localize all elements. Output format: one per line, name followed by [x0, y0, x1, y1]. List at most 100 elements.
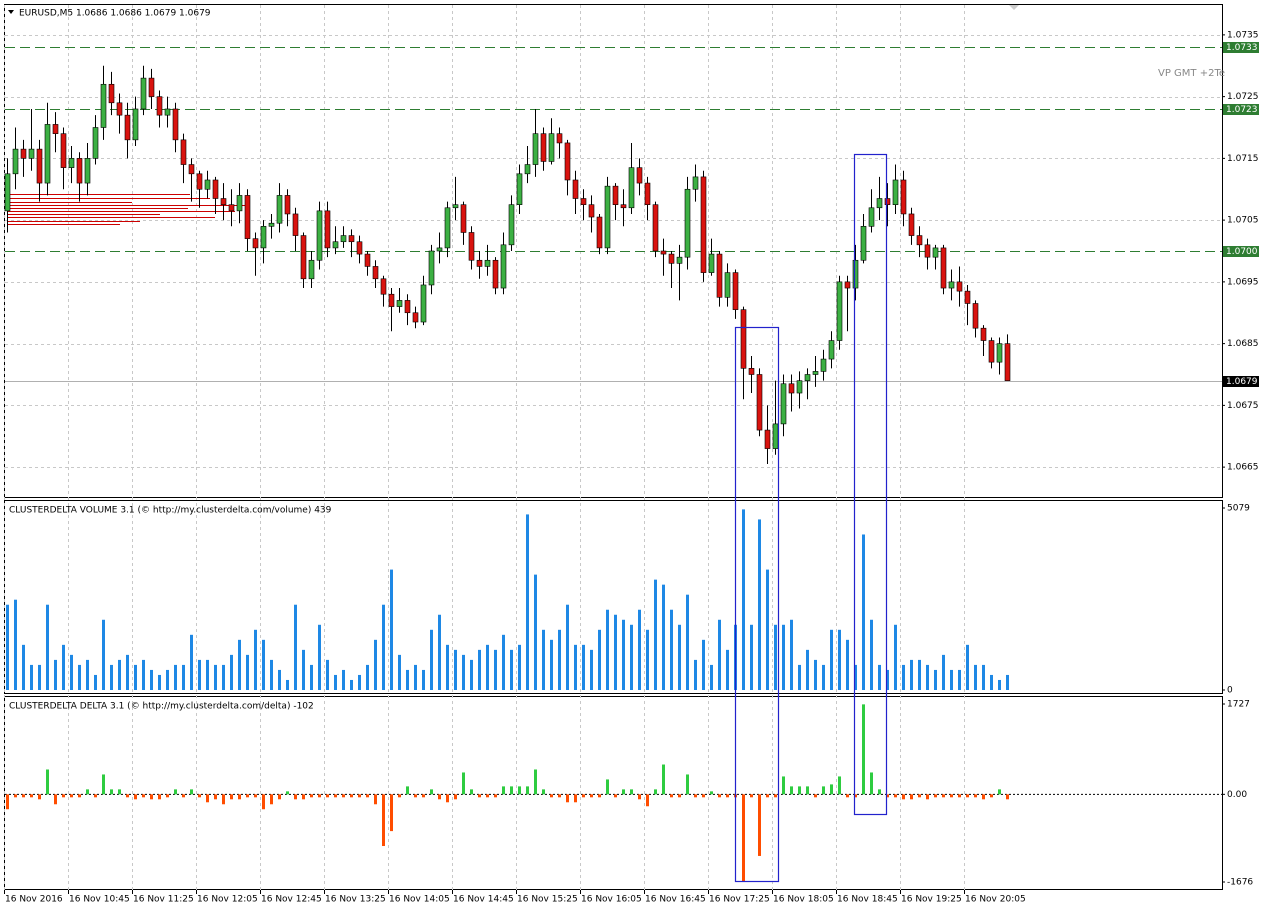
candle-body	[420, 284, 427, 323]
volume-bar	[878, 664, 881, 690]
delta-bar	[550, 794, 553, 798]
volume-bar	[998, 679, 1001, 690]
candle-body	[212, 179, 219, 199]
x-tick-label: 16 Nov 14:05	[389, 895, 450, 905]
candle-body	[804, 374, 811, 381]
candle-body	[108, 83, 115, 104]
volume-bar	[326, 659, 329, 690]
volume-bar	[886, 669, 889, 690]
delta-bar	[62, 794, 65, 798]
candle-body	[684, 188, 691, 258]
delta-bar	[742, 794, 745, 882]
candle-body	[780, 383, 787, 425]
candle-body	[540, 133, 547, 162]
delta-bar	[246, 794, 249, 798]
candle-body	[220, 198, 227, 205]
candle-body	[524, 164, 531, 175]
candle-body	[948, 281, 955, 289]
candle-body	[732, 272, 739, 310]
volume-bar	[222, 664, 225, 690]
delta-bar	[678, 794, 681, 798]
delta-bar	[830, 784, 833, 795]
delta-bar	[926, 794, 929, 800]
candle-body	[580, 198, 587, 205]
candle-body	[20, 148, 27, 159]
candle-body	[628, 167, 635, 209]
volume-bar	[390, 569, 393, 690]
volume-bar	[358, 674, 361, 690]
delta-bar	[86, 789, 89, 795]
volume-bar	[678, 624, 681, 690]
candle-body	[124, 114, 131, 141]
volume-bar	[598, 629, 601, 690]
delta-bar	[182, 794, 185, 798]
candle-body	[60, 133, 67, 168]
delta-bar	[686, 774, 689, 795]
volume-bar	[478, 649, 481, 690]
candle-body	[4, 173, 11, 212]
delta-bar	[46, 769, 49, 795]
delta-bar	[710, 791, 713, 795]
delta-bar	[886, 794, 889, 798]
delta-bar	[870, 772, 873, 795]
delta-bar	[38, 794, 41, 800]
volume-bar	[758, 519, 761, 690]
candle-body	[284, 195, 291, 215]
x-tick-label: 16 Nov 16:05	[581, 895, 642, 905]
delta-label: CLUSTERDELTA DELTA 3.1 (© http://my.clus…	[9, 702, 314, 712]
delta-bar	[502, 786, 505, 795]
delta-bar	[358, 794, 361, 798]
candle-body	[356, 241, 363, 255]
volume-bar	[14, 599, 17, 690]
delta-bar	[942, 794, 945, 798]
candle-body	[908, 213, 915, 236]
delta-bar	[598, 794, 601, 798]
volume-bar	[174, 664, 177, 690]
candle-body	[492, 259, 499, 289]
volume-bar	[958, 669, 961, 690]
volume-bar	[510, 649, 513, 690]
level-label: 1.0733	[1226, 43, 1258, 53]
volume-bar	[558, 629, 561, 690]
volume-bar	[870, 619, 873, 690]
delta-bar	[494, 794, 497, 798]
volume-bar	[366, 664, 369, 690]
menu-arrow[interactable]	[8, 10, 14, 14]
candle-body	[140, 77, 147, 110]
candle-body	[132, 108, 139, 141]
volume-bar	[382, 604, 385, 690]
volume-bar	[694, 659, 697, 690]
candle-body	[636, 167, 643, 184]
delta-bar	[662, 764, 665, 795]
volume-bar	[670, 609, 673, 690]
volume-bar	[94, 674, 97, 690]
candle-body	[388, 293, 395, 307]
level-label: 1.0723	[1226, 105, 1258, 115]
volume-bar	[806, 649, 809, 690]
candle-body	[788, 383, 795, 394]
candle-body	[764, 429, 771, 449]
y-tick-label: 1727	[1227, 700, 1250, 710]
candle-body	[868, 207, 875, 227]
delta-bar	[438, 794, 441, 800]
candle-body	[964, 290, 971, 304]
volume-bar	[686, 594, 689, 690]
candle-body	[612, 185, 619, 205]
volume-bar	[542, 629, 545, 690]
candle-body	[188, 164, 195, 175]
delta-bar	[726, 794, 729, 798]
delta-bar	[70, 794, 73, 798]
candle-body	[556, 133, 563, 144]
delta-bar	[6, 794, 9, 810]
delta-bar	[102, 774, 105, 795]
x-tick-label: 16 Nov 2016	[5, 895, 63, 905]
candle-body	[92, 127, 99, 159]
delta-bar	[822, 786, 825, 795]
volume-bar	[534, 574, 537, 690]
volume-bar	[182, 664, 185, 690]
delta-bar	[126, 794, 129, 798]
delta-bar	[350, 794, 353, 798]
x-tick-label: 16 Nov 15:25	[517, 895, 578, 905]
volume-bar	[614, 614, 617, 690]
